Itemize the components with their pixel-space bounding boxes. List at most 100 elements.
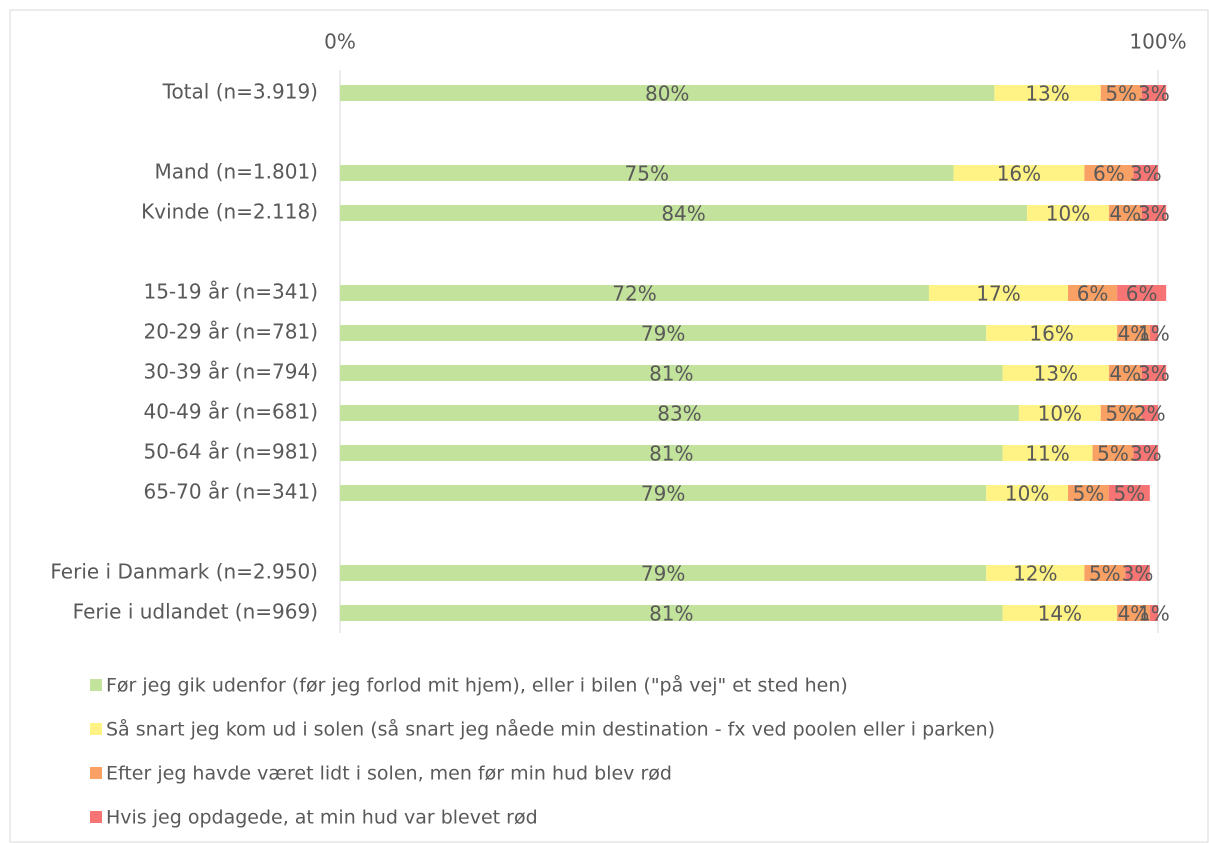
- y-tick-label: 20-29 år (n=781): [143, 320, 318, 344]
- data-label: 16%: [997, 162, 1041, 186]
- data-label: 6%: [1126, 282, 1158, 306]
- bar-segment: [340, 445, 1003, 461]
- bar-segment: [1141, 405, 1158, 421]
- data-label: 79%: [641, 322, 685, 346]
- data-label: 13%: [1034, 362, 1078, 386]
- bar-segment: [1027, 205, 1109, 221]
- legend-swatch: [90, 811, 102, 823]
- bar-segment: [1108, 205, 1142, 221]
- bar-segment: [986, 565, 1085, 581]
- bar-segment: [1092, 445, 1134, 461]
- data-label: 4%: [1109, 362, 1141, 386]
- bar-segment: [928, 285, 1069, 301]
- data-label: 17%: [976, 282, 1020, 306]
- y-tick-label: 15-19 år (n=341): [143, 280, 318, 304]
- bar-segment: [1117, 605, 1150, 621]
- data-label: 3%: [1138, 362, 1170, 386]
- data-label: 72%: [612, 282, 656, 306]
- bar-segment: [340, 605, 1003, 621]
- data-label: 5%: [1097, 442, 1129, 466]
- bar-segment: [1002, 605, 1118, 621]
- data-label: 83%: [657, 402, 701, 426]
- bar-segment: [1002, 445, 1093, 461]
- legend-swatch: [90, 723, 102, 735]
- bar-segment: [340, 165, 954, 181]
- y-tick-label: Mand (n=1.801): [154, 160, 318, 184]
- data-label: 3%: [1130, 442, 1162, 466]
- bar-segment: [953, 165, 1085, 181]
- y-tick-label: 40-49 år (n=681): [143, 400, 318, 424]
- bar-segment: [1108, 485, 1150, 501]
- bar-segment: [340, 205, 1028, 221]
- legend-label: Så snart jeg kom ud i solen (så snart je…: [106, 718, 995, 741]
- data-label: 10%: [1038, 402, 1082, 426]
- bar-segment: [1068, 485, 1109, 501]
- data-label: 5%: [1089, 562, 1121, 586]
- bar-segment: [1133, 445, 1158, 461]
- legend-label: Hvis jeg opdagede, at min hud var blevet…: [106, 807, 538, 829]
- y-tick-label: 30-39 år (n=794): [143, 360, 318, 384]
- bar-segment: [340, 325, 987, 341]
- data-label: 75%: [625, 162, 669, 186]
- legend-swatch: [90, 767, 102, 779]
- data-label: 84%: [661, 202, 705, 226]
- data-label: 12%: [1013, 562, 1057, 586]
- data-label: 5%: [1073, 482, 1105, 506]
- bar-segment: [1100, 85, 1142, 101]
- data-label: 2%: [1134, 402, 1166, 426]
- data-label: 79%: [641, 562, 685, 586]
- legend-swatch: [90, 679, 102, 691]
- data-label: 81%: [649, 362, 693, 386]
- data-label: 10%: [1005, 482, 1049, 506]
- bar-segment: [986, 325, 1118, 341]
- bar-segment: [1141, 365, 1167, 381]
- bar-segment: [340, 365, 1003, 381]
- data-label: 80%: [645, 82, 689, 106]
- data-label: 5%: [1114, 482, 1146, 506]
- data-label: 6%: [1093, 162, 1125, 186]
- y-tick-label: 50-64 år (n=981): [143, 440, 318, 464]
- bar-segment: [994, 85, 1101, 101]
- bar-segment: [1018, 405, 1101, 421]
- data-label: 3%: [1122, 562, 1154, 586]
- data-label: 79%: [641, 482, 685, 506]
- data-label: 6%: [1077, 282, 1109, 306]
- bar-segment: [340, 85, 995, 101]
- bar-segment: [1149, 605, 1158, 621]
- data-label: 10%: [1046, 202, 1090, 226]
- bar-segment: [1068, 285, 1118, 301]
- data-label: 1%: [1138, 322, 1170, 346]
- bar-segment: [1141, 205, 1167, 221]
- bar-segment: [1125, 565, 1150, 581]
- data-label: 4%: [1118, 602, 1150, 626]
- bar-segment: [340, 565, 987, 581]
- data-label: 3%: [1130, 162, 1162, 186]
- x-tick-label: 100%: [1129, 30, 1186, 54]
- bar-segment: [1117, 325, 1150, 341]
- data-label: 5%: [1105, 402, 1137, 426]
- bar-segment: [1133, 165, 1158, 181]
- bar-segment: [1084, 565, 1126, 581]
- legend-label: Efter jeg havde været lidt i solen, men …: [106, 763, 672, 785]
- y-tick-label: Ferie i Danmark (n=2.950): [50, 560, 318, 584]
- x-tick-label: 0%: [324, 30, 356, 54]
- legend-label: Før jeg gik udenfor (før jeg forlod mit …: [106, 674, 848, 697]
- data-label: 5%: [1105, 82, 1137, 106]
- data-label: 3%: [1138, 82, 1170, 106]
- y-tick-label: 65-70 år (n=341): [143, 480, 318, 504]
- bar-segment: [1108, 365, 1142, 381]
- y-tick-label: Ferie i udlandet (n=969): [73, 600, 318, 624]
- data-label: 14%: [1038, 602, 1082, 626]
- data-label: 1%: [1138, 602, 1170, 626]
- data-label: 81%: [649, 442, 693, 466]
- bar-segment: [986, 485, 1069, 501]
- bar-segment: [1084, 165, 1134, 181]
- y-tick-label: Total (n=3.919): [162, 80, 318, 104]
- data-label: 3%: [1138, 202, 1170, 226]
- data-label: 81%: [649, 602, 693, 626]
- bar-segment: [1100, 405, 1142, 421]
- y-tick-label: Kvinde (n=2.118): [141, 200, 318, 224]
- data-label: 4%: [1118, 322, 1150, 346]
- bar-segment: [1117, 285, 1167, 301]
